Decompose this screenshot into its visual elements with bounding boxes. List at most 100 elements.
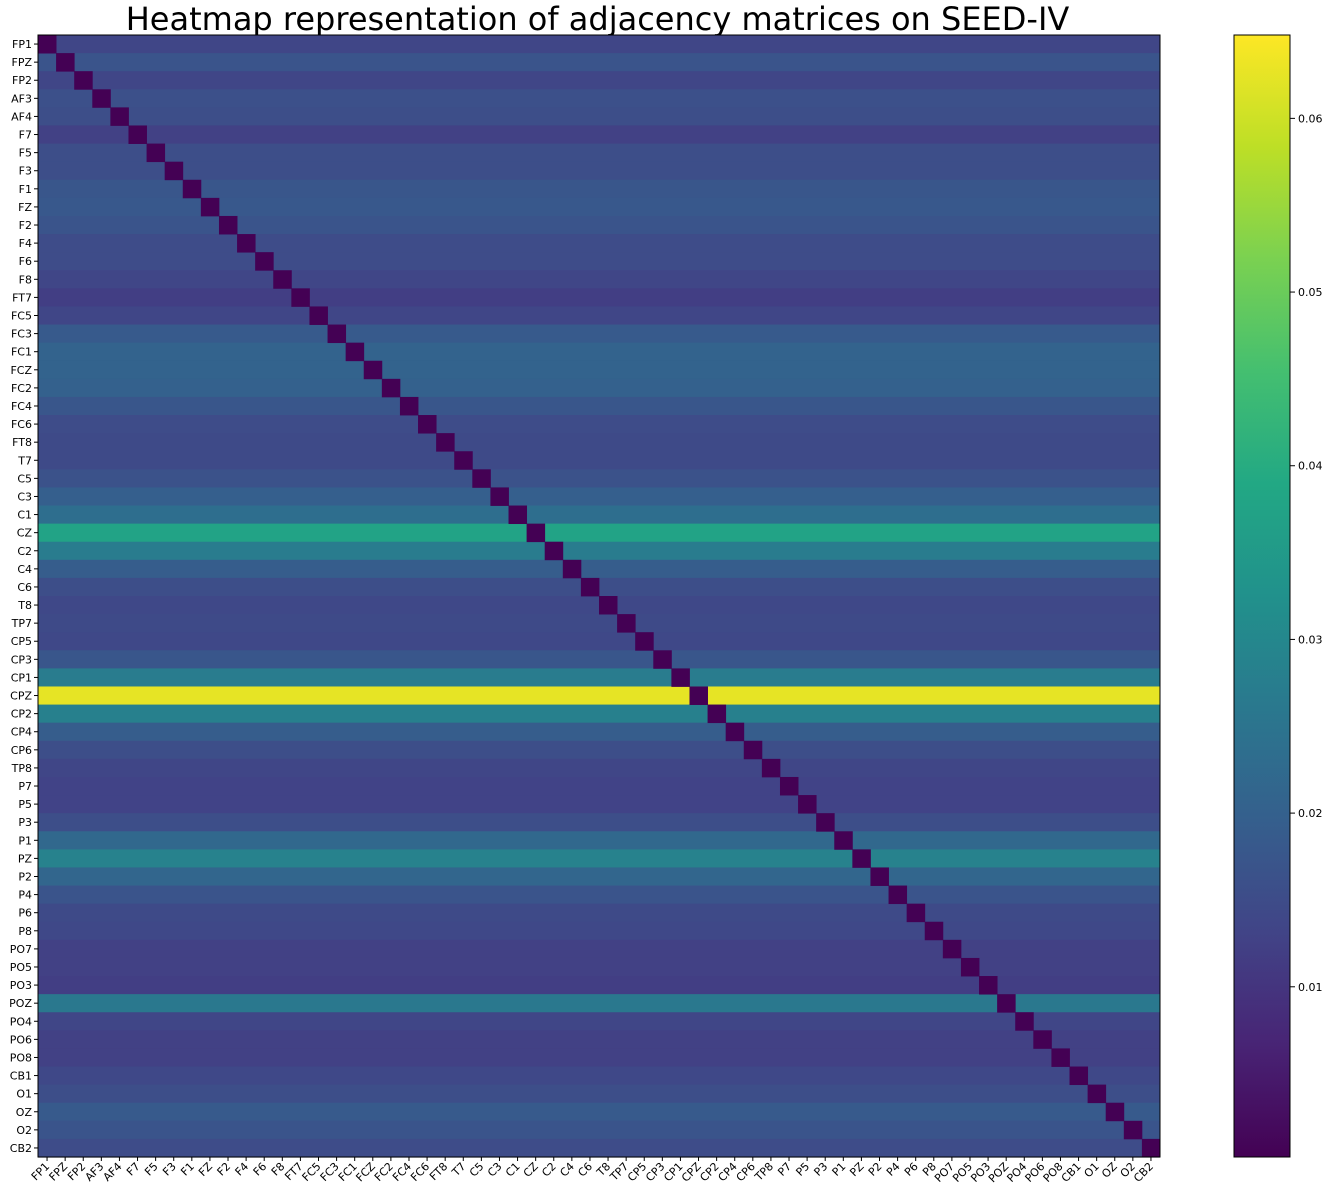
heatmap-diagonal-cell	[436, 433, 455, 452]
heatmap-row-f3	[38, 161, 1160, 181]
heatmap-diagonal-cell	[942, 939, 962, 959]
heatmap-diagonal-cell	[92, 89, 111, 108]
heatmap-diagonal-cell	[490, 487, 509, 506]
y-tick-label: FC6	[11, 418, 32, 431]
y-tick-label: PO8	[10, 1051, 32, 1064]
y-tick-label: PO7	[10, 943, 32, 956]
heatmap-diagonal-cell	[562, 559, 582, 579]
y-tick-label: POZ	[9, 997, 32, 1010]
heatmap-diagonal-cell	[418, 415, 437, 434]
heatmap-row-fc1	[38, 342, 1160, 362]
heatmap-row-f5	[38, 143, 1160, 163]
heatmap-row-po7	[38, 939, 1160, 959]
heatmap-diagonal-cell	[689, 686, 708, 705]
y-tick-label: F3	[19, 165, 32, 178]
heatmap-diagonal-cell	[834, 831, 853, 850]
heatmap-row-cp5	[38, 632, 1160, 651]
x-tick-label: C1	[503, 1160, 523, 1180]
heatmap-row-po3	[38, 976, 1160, 995]
heatmap-row-p6	[38, 903, 1160, 923]
heatmap-diagonal-cell	[743, 740, 763, 760]
heatmap-row-c5	[38, 469, 1160, 489]
heatmap-row-t7	[38, 451, 1160, 470]
heatmap-row-cpz	[38, 686, 1160, 706]
heatmap-diagonal-cell	[200, 197, 220, 217]
heatmap-diagonal-cell	[454, 451, 473, 470]
heatmap-diagonal-cell	[508, 505, 528, 525]
heatmap-diagonal-cell	[1087, 1084, 1107, 1104]
heatmap-diagonal-cell	[1105, 1102, 1125, 1122]
heatmap-cells	[38, 35, 1161, 1158]
heatmap-diagonal-cell	[381, 378, 401, 398]
y-tick-label: AF4	[11, 110, 32, 123]
y-tick-label: OZ	[16, 1106, 33, 1119]
x-tick-label: PZ	[847, 1160, 867, 1180]
heatmap-row-tp7	[38, 614, 1160, 633]
heatmap-row-poz	[38, 994, 1160, 1013]
heatmap-row-fp1	[38, 35, 1160, 54]
heatmap-row-p2	[38, 867, 1160, 887]
heatmap-diagonal-cell	[345, 342, 365, 362]
y-tick-label: PO3	[10, 979, 32, 992]
y-tick-label: P1	[18, 834, 32, 847]
heatmap-diagonal-cell	[1015, 1012, 1034, 1031]
x-tick-label: P6	[902, 1160, 921, 1179]
y-tick-label: T8	[17, 599, 32, 612]
heatmap-row-p5	[38, 795, 1160, 814]
heatmap-row-p3	[38, 813, 1160, 832]
heatmap-diagonal-cell	[363, 360, 383, 380]
heatmap-diagonal-cell	[761, 758, 781, 778]
y-tick-label: CZ	[17, 527, 33, 540]
y-tick-label: F5	[19, 147, 32, 160]
heatmap-row-cp4	[38, 722, 1160, 742]
heatmap-row-pz	[38, 849, 1160, 869]
colorbar-tick-label: 0.01	[1298, 981, 1323, 994]
heatmap-row-af4	[38, 107, 1160, 127]
heatmap-row-ft8	[38, 433, 1160, 452]
y-tick-label: F8	[19, 273, 32, 286]
y-tick-label: C5	[17, 472, 32, 485]
heatmap-row-cp2	[38, 704, 1160, 724]
y-tick-label: CP6	[11, 744, 32, 757]
heatmap-diagonal-cell	[526, 523, 546, 543]
x-tick-label: F5	[142, 1160, 161, 1179]
heatmap-diagonal-cell	[472, 469, 491, 488]
heatmap-row-o1	[38, 1084, 1160, 1104]
heatmap-row-po6	[38, 1030, 1160, 1050]
heatmap-row-c2	[38, 541, 1160, 561]
heatmap-diagonal-cell	[1141, 1138, 1161, 1158]
heatmap-diagonal-cell	[580, 577, 600, 597]
y-tick-label: C4	[17, 563, 32, 576]
y-tick-label: FCZ	[10, 364, 32, 377]
heatmap-row-f8	[38, 270, 1160, 289]
x-tick-label: F3	[160, 1160, 179, 1179]
heatmap-diagonal-cell	[399, 396, 419, 416]
heatmap-diagonal-cell	[146, 143, 166, 163]
heatmap-row-c4	[38, 559, 1160, 579]
colorbar-tick-label: 0.02	[1298, 807, 1323, 820]
colorbar-tick-label: 0.05	[1298, 286, 1323, 299]
y-tick-label: PO4	[10, 1015, 32, 1028]
x-tick-label: F1	[178, 1160, 197, 1179]
heatmap-row-tp8	[38, 758, 1160, 778]
x-tick-label: P1	[830, 1160, 849, 1179]
heatmap-diagonal-cell	[852, 849, 871, 868]
heatmap-row-fc4	[38, 396, 1160, 416]
heatmap-diagonal-cell	[779, 776, 799, 796]
x-tick-label: CZ	[521, 1160, 541, 1180]
heatmap-row-fz	[38, 197, 1160, 217]
colorbar-tick-label: 0.03	[1298, 633, 1323, 646]
heatmap-row-fc3	[38, 324, 1160, 344]
heatmap-diagonal-cell	[74, 71, 93, 90]
y-tick-label: FPZ	[12, 56, 33, 69]
heatmap-diagonal-cell	[291, 288, 310, 307]
heatmap-row-c3	[38, 487, 1160, 507]
heatmap-diagonal-cell	[38, 35, 57, 54]
y-tick-label: P7	[18, 780, 32, 793]
heatmap-row-af3	[38, 89, 1160, 108]
y-tick-label: F6	[19, 255, 32, 268]
heatmap-row-f7	[38, 125, 1160, 145]
heatmap-row-oz	[38, 1102, 1160, 1122]
x-tick-label: P3	[811, 1160, 830, 1179]
x-tick-label: C2	[539, 1160, 559, 1180]
